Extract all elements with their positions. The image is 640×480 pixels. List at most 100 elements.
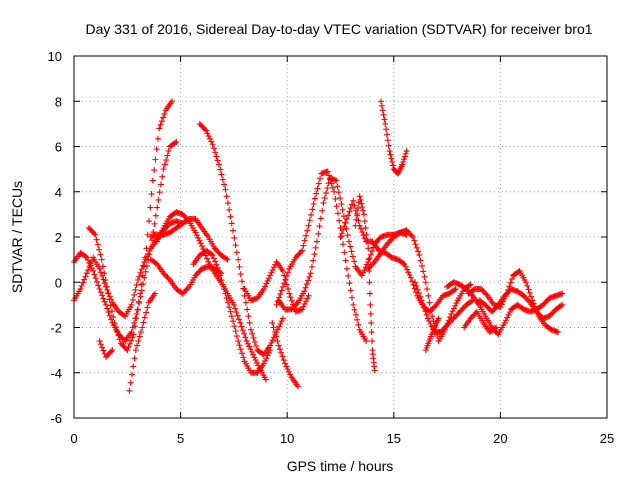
data-point-marker	[241, 330, 248, 337]
data-point-marker	[204, 130, 211, 137]
data-point-marker	[359, 229, 366, 236]
data-point-marker	[337, 234, 344, 240]
data-point-marker	[252, 357, 259, 364]
data-point-marker	[507, 279, 514, 286]
data-point-marker	[134, 276, 141, 283]
data-point-marker	[88, 265, 95, 272]
data-point-marker	[89, 229, 96, 236]
data-point-marker	[299, 306, 306, 313]
data-points	[71, 98, 566, 394]
data-point-marker	[156, 189, 163, 196]
data-point-marker	[196, 120, 203, 127]
data-point-marker	[152, 156, 159, 163]
data-point-marker	[351, 202, 358, 209]
data-point-marker	[107, 302, 114, 309]
data-point-marker	[321, 195, 328, 202]
data-point-marker	[407, 231, 414, 238]
data-point-marker	[378, 102, 385, 109]
data-point-marker	[251, 354, 258, 361]
data-point-marker	[264, 277, 271, 284]
data-point-marker	[306, 217, 313, 224]
data-point-marker	[357, 225, 364, 232]
data-point-marker	[263, 355, 270, 362]
data-point-marker	[427, 306, 434, 313]
data-point-marker	[316, 223, 323, 230]
data-point-marker	[526, 290, 533, 297]
data-point-marker	[454, 311, 461, 318]
data-point-marker	[116, 336, 123, 343]
data-point-marker	[173, 138, 180, 145]
data-point-marker	[110, 314, 117, 321]
data-point-marker	[395, 230, 402, 237]
data-point-marker	[554, 329, 561, 336]
data-point-marker	[161, 271, 168, 278]
data-point-marker	[279, 315, 286, 322]
data-point-marker	[267, 272, 274, 279]
data-point-marker	[417, 293, 424, 300]
data-point-marker	[418, 297, 425, 304]
data-point-marker	[278, 349, 285, 356]
data-point-marker	[296, 250, 303, 257]
data-point-marker	[96, 338, 103, 345]
data-point-marker	[184, 216, 191, 223]
data-point-marker	[357, 196, 364, 203]
data-point-marker	[435, 315, 442, 322]
data-point-marker	[273, 333, 280, 340]
data-point-marker	[101, 298, 108, 305]
data-point-marker	[102, 276, 109, 283]
data-point-marker	[199, 123, 206, 130]
data-point-marker	[230, 227, 237, 234]
data-point-marker	[366, 255, 373, 262]
data-point-marker	[383, 126, 390, 133]
data-point-marker	[108, 348, 115, 355]
data-point-marker	[341, 249, 348, 256]
data-point-marker	[262, 376, 269, 383]
data-point-marker	[413, 282, 420, 289]
data-point-marker	[159, 227, 166, 234]
data-point-marker	[207, 135, 214, 142]
data-point-marker	[137, 329, 144, 336]
data-point-marker	[289, 305, 296, 312]
data-point-marker	[134, 342, 141, 349]
data-point-marker	[478, 286, 485, 293]
data-point-marker	[451, 286, 458, 293]
data-point-marker	[327, 176, 334, 183]
data-point-marker	[412, 241, 419, 248]
data-point-marker	[251, 338, 258, 345]
data-point-marker	[294, 253, 301, 260]
data-point-marker	[345, 272, 352, 279]
data-point-marker	[192, 272, 199, 279]
data-point-marker	[291, 303, 298, 310]
y-tick-label: -6	[50, 411, 62, 426]
data-point-marker	[91, 271, 98, 278]
data-point-marker	[163, 272, 170, 279]
data-point-marker	[264, 352, 271, 359]
series-track-12	[269, 319, 301, 390]
data-point-marker	[470, 312, 477, 319]
data-point-marker	[356, 193, 363, 200]
data-point-marker	[119, 341, 126, 348]
data-point-marker	[352, 311, 359, 318]
data-point-marker	[219, 281, 226, 288]
data-point-marker	[144, 304, 151, 311]
x-tick-label: 20	[493, 431, 507, 446]
series-track-3	[85, 98, 176, 354]
data-point-marker	[226, 206, 233, 213]
data-point-marker	[308, 263, 315, 270]
data-point-marker	[142, 268, 149, 275]
data-point-marker	[269, 267, 276, 274]
data-point-marker	[239, 350, 246, 357]
data-point-marker	[324, 185, 331, 192]
data-point-marker	[543, 297, 550, 304]
data-point-marker	[85, 267, 92, 274]
data-point-marker	[119, 335, 126, 342]
chart-title: Day 331 of 2016, Sidereal Day-to-day VTE…	[85, 21, 592, 37]
data-point-marker	[204, 255, 211, 262]
data-point-marker	[293, 300, 300, 307]
data-point-marker	[524, 296, 531, 303]
data-point-marker	[209, 252, 216, 259]
data-point-marker	[344, 232, 351, 239]
data-point-marker	[310, 200, 317, 207]
data-point-marker	[401, 153, 408, 160]
data-point-marker	[416, 252, 423, 259]
